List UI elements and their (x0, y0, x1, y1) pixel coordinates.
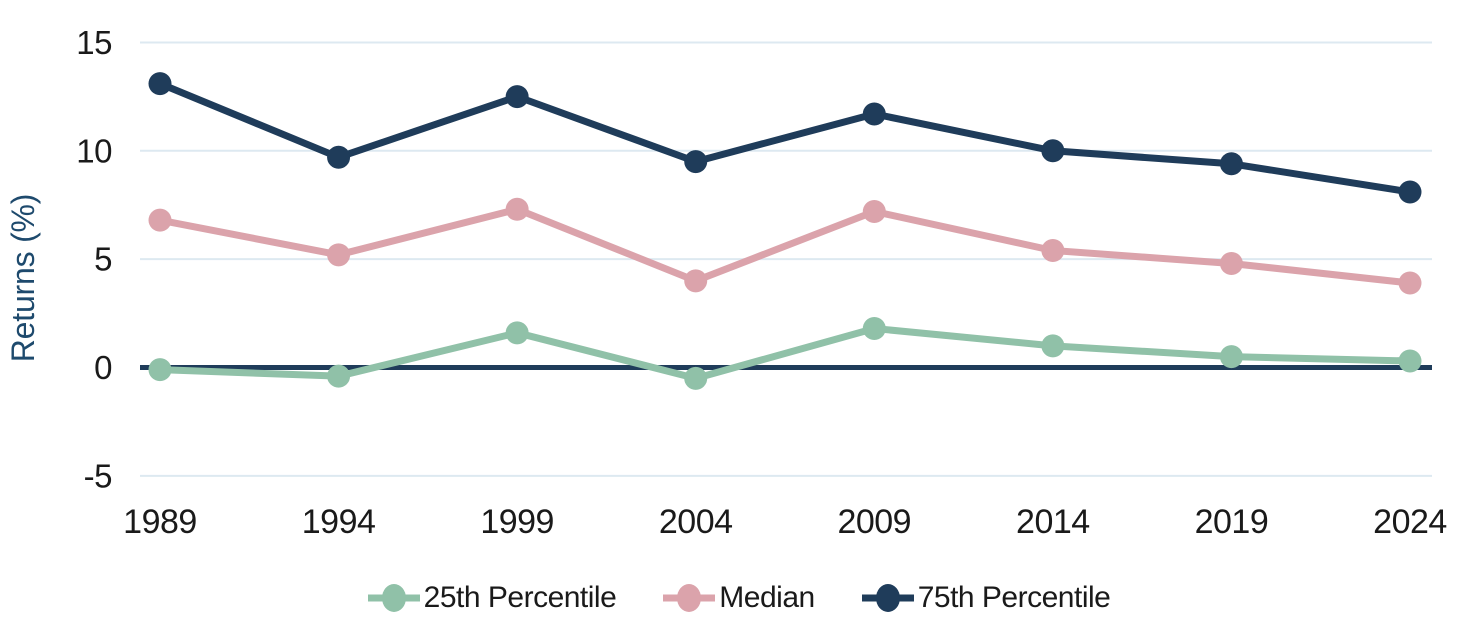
x-tick-label: 2009 (837, 503, 911, 541)
legend-marker-icon (861, 584, 914, 612)
legend-label: 75th Percentile (917, 581, 1111, 614)
legend-marker-icon (663, 584, 716, 612)
data-point-25th-percentile-2019 (1219, 345, 1243, 369)
data-point-25th-percentile-2024 (1398, 349, 1422, 373)
data-point-25th-percentile-1994 (327, 364, 351, 388)
data-point-75th-percentile-1989 (148, 72, 172, 96)
y-axis-title: Returns (%) (5, 194, 41, 363)
data-point-75th-percentile-2009 (862, 102, 886, 126)
x-tick-label: 2019 (1195, 503, 1269, 541)
x-tick-label: 2024 (1373, 503, 1447, 541)
y-tick-label: 0 (94, 349, 112, 386)
data-point-75th-percentile-1994 (327, 145, 351, 169)
data-point-median-2024 (1398, 271, 1422, 295)
data-point-25th-percentile-2004 (684, 366, 708, 390)
x-tick-label: 1999 (480, 503, 554, 541)
series-line-median (156, 205, 1414, 287)
data-point-75th-percentile-2024 (1398, 180, 1422, 204)
x-tick-label: 1994 (302, 503, 376, 541)
data-point-25th-percentile-1999 (505, 321, 529, 345)
y-tick-label: 10 (76, 132, 112, 169)
data-point-median-2009 (862, 199, 886, 223)
x-tick-label: 1989 (123, 503, 197, 541)
y-tick-label: -5 (84, 457, 112, 494)
data-point-median-1989 (148, 208, 172, 232)
data-point-median-2004 (684, 269, 708, 293)
data-point-25th-percentile-1989 (148, 358, 172, 382)
x-tick-label: 2004 (659, 503, 733, 541)
data-point-25th-percentile-2009 (862, 316, 886, 340)
series-line-25th-percentile (156, 324, 1414, 382)
data-point-median-1994 (327, 243, 351, 267)
legend-item-75th-percentile: 75th Percentile (861, 582, 1111, 614)
series-line-75th-percentile (156, 80, 1414, 196)
legend-label: Median (719, 581, 815, 614)
y-tick-label: 15 (76, 24, 112, 61)
y-tick-label: 5 (94, 241, 112, 278)
x-tick-label: 2014 (1016, 503, 1090, 541)
data-point-75th-percentile-1999 (505, 85, 529, 109)
data-point-median-2014 (1041, 238, 1065, 262)
legend-marker-icon (367, 584, 420, 612)
data-point-75th-percentile-2019 (1219, 152, 1243, 176)
data-point-median-1999 (505, 197, 529, 221)
legend-item-median: Median (662, 581, 815, 614)
legend-label: 25th Percentile (423, 581, 617, 614)
chart-legend: 25th Percentile Median 75th Percentile (0, 582, 1477, 614)
line-chart-plot: 15 10 5 0 -5 1989 1994 1999 2004 2009 2014 2019 2024… (5, 24, 1447, 541)
legend-item-25th-percentile: 25th Percentile (367, 582, 617, 614)
data-point-25th-percentile-2014 (1041, 334, 1065, 358)
data-point-median-2019 (1219, 251, 1243, 275)
data-point-75th-percentile-2004 (684, 150, 708, 174)
data-point-75th-percentile-2014 (1041, 139, 1065, 163)
